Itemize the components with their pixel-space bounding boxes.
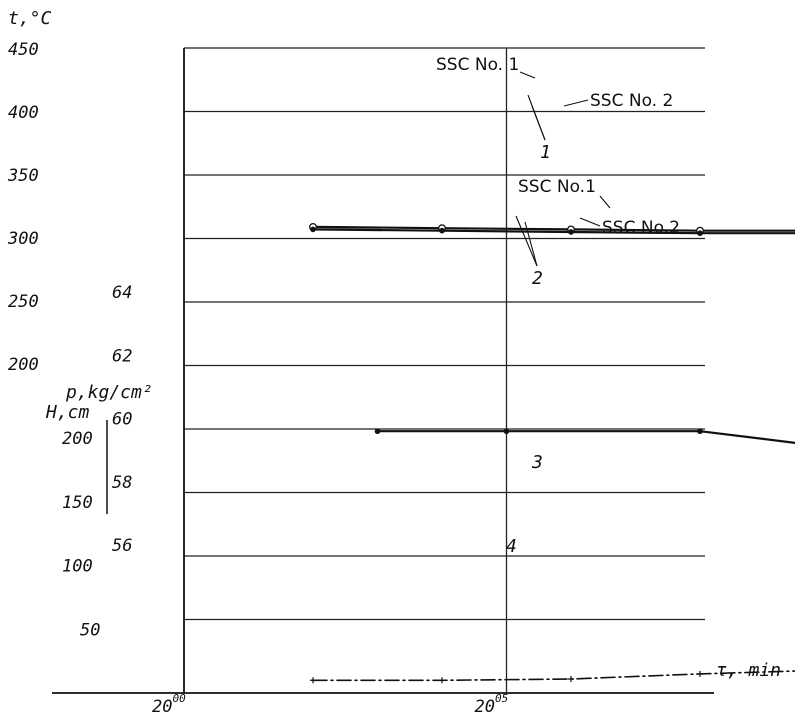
annotation-leader: [524, 221, 538, 267]
data-point: [568, 229, 574, 235]
data-point: [439, 227, 445, 234]
annotation-leader: [519, 71, 536, 79]
level-tick-label: 200: [62, 429, 93, 449]
level-axis-label: H,cm: [45, 402, 90, 423]
tick-labels: 200 250 300 350 400 450 56 58 60 62 64 50 100 150 200 2…: [7, 40, 509, 715]
annotation-label-4: 4: [506, 536, 517, 557]
series-line: [311, 225, 795, 232]
data-point: [697, 428, 703, 435]
temperature-tick-label: 450: [8, 40, 39, 60]
series-line: [312, 670, 795, 682]
annotation-label-1a: SSC No. 1: [436, 55, 519, 75]
annotation-label-2: 2: [532, 268, 543, 289]
annotation-label-3: 3: [531, 452, 543, 473]
annotation-label-2a: SSC No.1: [518, 177, 596, 197]
data-point: [697, 670, 703, 677]
data-point: [503, 428, 510, 435]
annotations: SSC No. 1 SSC No. 2 1 SSC No.1 SSC No.2 2 3 4: [436, 55, 680, 557]
series-line: [376, 430, 795, 444]
series-3-4: [374, 428, 795, 444]
grid: [184, 47, 705, 693]
data-point: [697, 230, 703, 237]
data-point: [310, 226, 316, 233]
annotation-label-1b: SSC No. 2: [590, 91, 673, 111]
series-1-1: [310, 226, 795, 237]
temperature-tick-label: 300: [7, 229, 39, 249]
annotation-leader: [515, 215, 538, 267]
series-line: [311, 228, 795, 235]
annotation-leader: [531, 105, 546, 141]
x-tick-label: 2005: [475, 692, 509, 715]
level-tick-label: 100: [62, 557, 93, 577]
x-axis-label: τ, min: [716, 660, 781, 681]
pressure-tick-label: 64: [112, 283, 132, 303]
level-tick-label: 50: [80, 620, 100, 640]
temperature-tick-label: 250: [8, 292, 39, 312]
series-1-0: [309, 222, 795, 235]
temperature-tick-label: 350: [7, 166, 39, 186]
annotation-leader: [563, 99, 589, 107]
x-tick-label: 2000: [152, 692, 186, 715]
series-4-5: [310, 670, 795, 684]
data-point: [310, 677, 316, 684]
temperature-axis-label: t,°C: [8, 8, 52, 29]
data-point: [374, 428, 381, 435]
annotation-label-1: 1: [540, 142, 551, 163]
annotation-label-2b: SSC No.2: [602, 218, 680, 238]
annotation-leader: [579, 217, 601, 227]
data-point: [568, 675, 574, 682]
pressure-axis-label: p,kg/cm²: [65, 382, 153, 403]
data-point: [439, 677, 445, 684]
temperature-tick-label: 200: [8, 355, 39, 375]
series: [309, 222, 795, 684]
axes: [52, 48, 714, 694]
pressure-tick-label: 58: [112, 473, 132, 493]
temperature-tick-label: 400: [8, 103, 39, 123]
level-tick-label: 150: [62, 493, 93, 513]
pressure-tick-label: 56: [112, 536, 132, 556]
pressure-tick-label: 62: [112, 346, 132, 366]
annotation-leader: [599, 195, 611, 209]
pressure-tick-label: 60: [112, 410, 132, 430]
